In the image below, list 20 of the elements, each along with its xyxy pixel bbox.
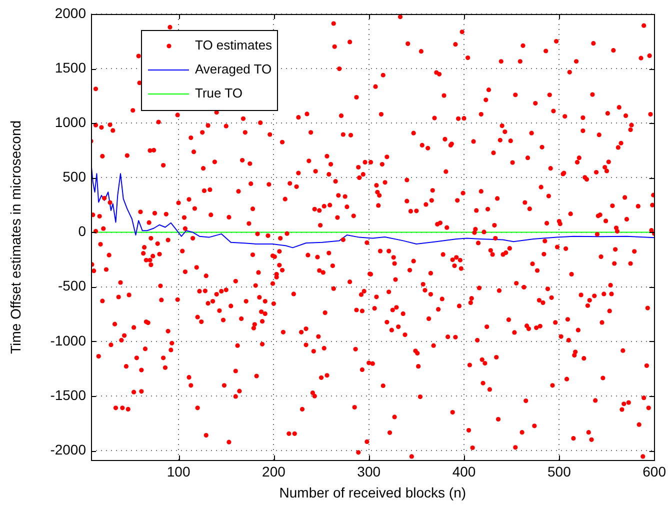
- x-tick-label: 400: [452, 464, 476, 480]
- x-tick-label: 300: [357, 464, 381, 480]
- y-tick-label: -1000: [50, 332, 86, 348]
- y-tick-label: 500: [62, 168, 86, 185]
- y-tick-label: 2000: [54, 4, 86, 21]
- legend-label: True TO: [195, 86, 242, 101]
- x-tick-label: 500: [547, 464, 572, 480]
- x-tick-label: 600: [642, 464, 666, 480]
- y-tick-label: 0: [78, 223, 86, 240]
- legend-label: Averaged TO: [195, 62, 272, 77]
- y-axis-title: Time Offset estimates in microsecond: [7, 120, 24, 354]
- x-tick-label: 200: [262, 464, 286, 480]
- y-tick-label: -1500: [50, 386, 86, 403]
- y-tick-label: 1500: [54, 59, 86, 76]
- x-tick-label: 100: [166, 464, 190, 480]
- x-axis-title: Number of received blocks (n): [279, 484, 466, 500]
- legend-label: TO estimates: [195, 38, 273, 53]
- y-tick-label: 1000: [54, 114, 86, 130]
- y-tick-label: -500: [58, 278, 86, 294]
- y-tick-label: -2000: [50, 441, 86, 458]
